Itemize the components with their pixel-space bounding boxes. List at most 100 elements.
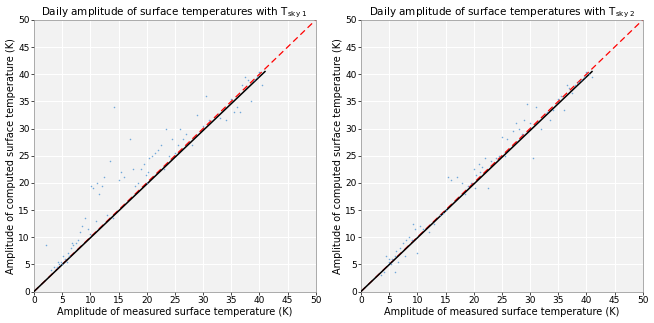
Point (203, 118, 214, 123)
Point (378, 270, 388, 275)
Y-axis label: Amplitude of computed surface temperature (K): Amplitude of computed surface temperatur… (332, 38, 343, 274)
Point (51, 265, 61, 270)
Point (54, 262, 65, 267)
Point (249, 77, 259, 82)
Point (443, 175, 454, 180)
Point (460, 191, 470, 196)
Point (124, 137, 135, 142)
Point (485, 159, 496, 164)
X-axis label: Amplitude of measured surface temperature (K): Amplitude of measured surface temperatur… (384, 307, 619, 318)
Point (60, 256, 70, 262)
Point (494, 153, 504, 158)
Y-axis label: Amplitude of computed surface temperature (K): Amplitude of computed surface temperatur… (5, 38, 16, 274)
Point (570, 83, 580, 88)
Point (474, 161, 485, 166)
Point (86, 183, 97, 188)
Point (536, 126, 547, 131)
Point (496, 134, 507, 139)
Point (528, 156, 538, 161)
Point (525, 120, 535, 126)
Point (169, 151, 180, 156)
Point (545, 118, 555, 123)
Point (229, 110, 239, 115)
Point (88, 186, 98, 191)
Point (386, 262, 396, 267)
Point (561, 83, 572, 88)
Point (232, 104, 242, 109)
Point (404, 234, 414, 240)
Point (530, 104, 541, 109)
Point (517, 131, 527, 137)
Point (522, 101, 532, 107)
Point (46, 267, 56, 272)
Point (246, 99, 256, 104)
Point (390, 270, 400, 275)
Point (257, 83, 267, 88)
Point (451, 175, 462, 180)
Point (150, 151, 160, 156)
Point (384, 259, 394, 264)
Point (440, 207, 451, 213)
Point (82, 226, 93, 232)
Point (67, 240, 78, 245)
Point (52, 259, 63, 264)
Point (384, 256, 394, 262)
Point (502, 137, 513, 142)
Point (73, 237, 83, 243)
Point (63, 251, 73, 256)
Point (578, 74, 589, 79)
Point (556, 93, 566, 99)
Point (472, 172, 482, 177)
Point (237, 83, 248, 88)
Point (400, 254, 410, 259)
Point (178, 137, 188, 142)
Point (141, 172, 151, 177)
Point (113, 178, 124, 183)
Point (116, 170, 127, 175)
Point (251, 74, 262, 79)
Point (175, 126, 186, 131)
Point (401, 237, 411, 243)
Point (387, 256, 397, 262)
Point (192, 112, 203, 118)
Point (466, 180, 476, 185)
Point (85, 232, 95, 237)
Point (398, 240, 409, 245)
Point (94, 191, 104, 196)
Point (423, 229, 434, 234)
Point (68, 243, 78, 248)
Point (109, 104, 119, 109)
Point (139, 161, 149, 166)
Point (186, 142, 197, 148)
Point (161, 126, 171, 131)
Point (65, 245, 76, 251)
Point (63, 254, 74, 259)
Point (102, 213, 112, 218)
Point (511, 120, 521, 126)
Point (470, 186, 480, 191)
Point (99, 175, 110, 180)
Point (475, 170, 486, 175)
Point (226, 96, 236, 101)
Point (143, 170, 154, 175)
Point (145, 156, 155, 161)
Point (409, 226, 420, 232)
Point (581, 69, 592, 74)
Point (573, 80, 583, 85)
Point (141, 180, 152, 185)
Point (542, 110, 552, 115)
Point (240, 74, 250, 79)
Point (429, 221, 439, 226)
Point (133, 180, 143, 185)
Point (381, 254, 392, 259)
Point (375, 273, 386, 278)
Point (215, 115, 225, 120)
Point (407, 237, 417, 243)
Point (167, 137, 177, 142)
Point (392, 259, 403, 264)
Title: Daily amplitude of surface temperatures with $\mathregular{T}$$_{\mathregular{sk: Daily amplitude of surface temperatures … (41, 5, 308, 20)
Point (513, 126, 524, 131)
Point (491, 156, 502, 161)
Point (58, 254, 69, 259)
Point (156, 142, 166, 148)
